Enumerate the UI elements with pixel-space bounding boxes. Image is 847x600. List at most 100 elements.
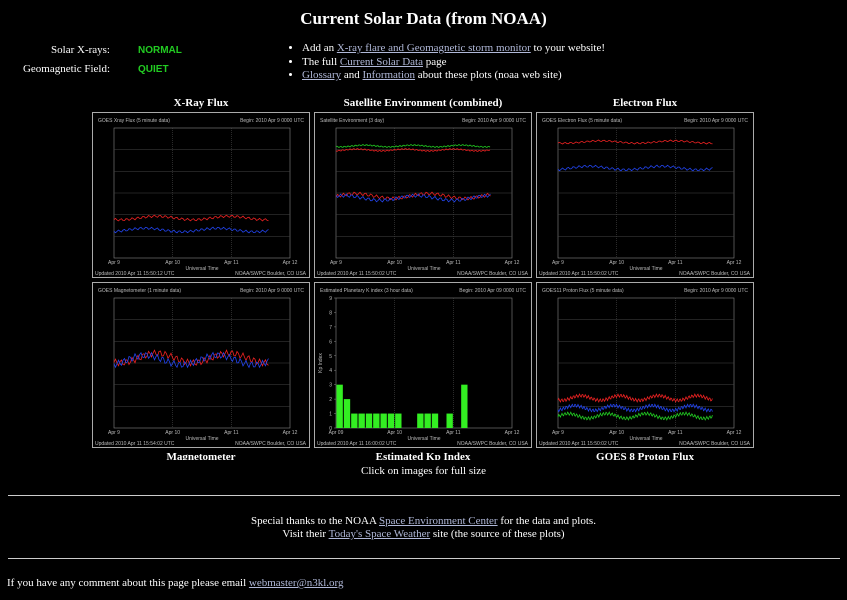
- trace: [335, 191, 491, 201]
- plot-caption: Electron Flux: [613, 97, 678, 109]
- link[interactable]: Today's Space Weather: [328, 528, 431, 540]
- divider: [8, 495, 840, 496]
- trace: [113, 349, 269, 367]
- plot-credit: NOAA/SWPC Boulder, CO USA: [457, 441, 529, 447]
- x-tick-label: Apr 10: [387, 260, 402, 266]
- x-axis-title: Universal Time: [185, 436, 218, 442]
- plot-begin: Begin: 2010 Apr 9 0000 UTC: [462, 118, 526, 124]
- y-tick-label: 1: [329, 412, 332, 418]
- plot-title: GOES Electron Flux (5 minute data): [542, 118, 622, 124]
- kp-bar: [387, 413, 395, 428]
- trace: [557, 164, 713, 172]
- plot-frame: [92, 112, 310, 278]
- link-item: The full Current Solar Data page: [302, 56, 605, 70]
- trace: [557, 403, 713, 413]
- link-item: Glossary and Information about these plo…: [302, 69, 605, 83]
- plot-begin: Begin: 2010 Apr 9 0000 UTC: [684, 288, 748, 294]
- text: Special thanks to the NOAA: [251, 515, 380, 527]
- x-tick-label: Apr 9: [552, 260, 564, 266]
- text: about these plots (noaa web site): [415, 69, 562, 81]
- x-tick-label: Apr 11: [446, 430, 461, 436]
- text: Add an: [302, 42, 337, 54]
- plot-title: GOES11 Proton Flux (5 minute data): [542, 288, 624, 294]
- status-value: NORMAL: [138, 45, 182, 56]
- x-axis-title: Universal Time: [629, 436, 662, 442]
- link-list: Add an X-ray flare and Geomagnetic storm…: [290, 42, 605, 83]
- x-tick-label: Apr 12: [283, 260, 298, 266]
- link[interactable]: Glossary: [302, 69, 342, 81]
- kp-bar: [424, 413, 431, 428]
- y-tick-label: 8: [329, 310, 332, 316]
- x-tick-label: Apr 12: [505, 430, 520, 436]
- link[interactable]: webmaster@n3kl.org: [248, 577, 344, 589]
- trace: [113, 351, 269, 369]
- x-axis-title: Universal Time: [407, 436, 440, 442]
- x-tick-label: Apr 11: [224, 260, 239, 266]
- divider: [8, 558, 840, 559]
- x-axis-title: Universal Time: [185, 266, 218, 272]
- kp-bar: [395, 413, 402, 428]
- plot-frame: [536, 282, 754, 448]
- text: and: [341, 69, 363, 81]
- x-tick-label: Apr 12: [283, 430, 298, 436]
- visit: Visit their Today's Space Weather site (…: [0, 528, 847, 540]
- link[interactable]: Space Environment Center: [379, 515, 498, 527]
- plot: Estimated Planetary K index (3 hour data…: [314, 282, 532, 448]
- plot-begin: Begin: 2010 Apr 9 0000 UTC: [684, 118, 748, 124]
- plot-begin: Begin: 2010 Apr 9 0000 UTC: [240, 118, 304, 124]
- plot-begin: Begin: 2010 Apr 09 0000 UTC: [459, 288, 526, 294]
- kp-bar: [446, 413, 453, 428]
- plot-title: GOES Magnetometer (1 minute data): [98, 288, 181, 294]
- plot-title: Satellite Environment (3 day): [320, 118, 385, 124]
- x-tick-label: Apr 10: [609, 260, 624, 266]
- kp-bar: [380, 413, 387, 428]
- x-tick-label: Apr 11: [446, 260, 461, 266]
- link[interactable]: Current Solar Data: [339, 55, 423, 68]
- plots: GOES Xray Flux (5 minute data) Begin: 201…: [92, 97, 754, 460]
- text: If you have any comment about this page …: [7, 577, 249, 589]
- plot-credit: NOAA/SWPC Boulder, CO USA: [679, 441, 751, 447]
- y-tick-label: 2: [329, 397, 332, 403]
- trace: [557, 411, 713, 421]
- trace: [113, 226, 269, 234]
- link[interactable]: X-ray flare and Geomagnetic storm monito…: [336, 42, 531, 54]
- x-tick-label: Apr 9: [108, 260, 120, 266]
- email-note: If you have any comment about this page …: [7, 577, 343, 589]
- x-tick-label: Apr 9: [552, 430, 564, 436]
- text: Visit their: [282, 528, 329, 540]
- y-tick-label: 0: [329, 426, 332, 432]
- plot-updated: Updated 2010 Apr 11 15:50:02 UTC: [317, 271, 397, 277]
- plot-begin: Begin: 2010 Apr 9 0000 UTC: [240, 288, 304, 294]
- y-tick-label: 6: [329, 339, 332, 345]
- thanks: Special thanks to the NOAA Space Environ…: [0, 515, 847, 527]
- x-axis-title: Universal Time: [629, 266, 662, 272]
- kp-bar: [461, 384, 468, 428]
- trace: [557, 393, 713, 403]
- trace: [335, 193, 491, 203]
- status-label: Geomagnetic Field:: [22, 63, 110, 75]
- y-tick-label: 7: [329, 325, 332, 331]
- kp-bar: [365, 413, 373, 428]
- plot-caption: Satellite Environment (combined): [344, 97, 503, 109]
- kp-bar: [373, 413, 380, 428]
- link[interactable]: Information: [362, 69, 416, 81]
- text: page: [422, 55, 447, 68]
- plot-caption: GOES 8 Proton Flux: [596, 451, 694, 460]
- plot: GOES Electron Flux (5 minute data) Begin:…: [536, 112, 754, 278]
- text: site (the source of these plots): [430, 528, 565, 540]
- kp-bar: [431, 413, 439, 428]
- plot-caption: X-Ray Flux: [174, 97, 229, 109]
- x-tick-label: Apr 9: [330, 260, 342, 266]
- plot-title: GOES Xray Flux (5 minute data): [98, 118, 170, 124]
- plot-caption: Estimated Kp Index: [376, 451, 471, 460]
- x-tick-label: Apr 09: [329, 430, 344, 436]
- plot: GOES11 Proton Flux (5 minute data) Begin:…: [536, 282, 754, 448]
- status-label: Solar X-rays:: [51, 44, 110, 56]
- x-tick-label: Apr 11: [224, 430, 239, 436]
- x-tick-label: Apr 10: [609, 430, 624, 436]
- x-tick-label: Apr 9: [108, 430, 120, 436]
- text: to your website!: [530, 42, 606, 54]
- plot-credit: NOAA/SWPC Boulder, CO USA: [235, 441, 307, 447]
- trace: [335, 148, 491, 152]
